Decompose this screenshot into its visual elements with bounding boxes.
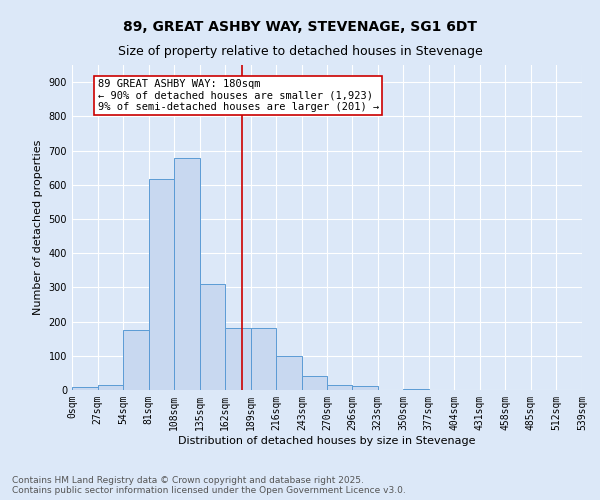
Bar [200, 284, 225, 390]
Bar [225, 328, 251, 390]
Bar [403, 388, 429, 390]
Bar [352, 386, 377, 390]
Bar [251, 328, 277, 390]
Bar [123, 330, 149, 390]
Text: Contains HM Land Registry data © Crown copyright and database right 2025.
Contai: Contains HM Land Registry data © Crown c… [12, 476, 406, 495]
Bar [328, 385, 352, 390]
Bar [72, 388, 98, 390]
Bar [277, 356, 302, 390]
Text: Size of property relative to detached houses in Stevenage: Size of property relative to detached ho… [118, 45, 482, 58]
Text: 89 GREAT ASHBY WAY: 180sqm
← 90% of detached houses are smaller (1,923)
9% of se: 89 GREAT ASHBY WAY: 180sqm ← 90% of deta… [98, 78, 379, 112]
Bar [302, 376, 328, 390]
Bar [149, 178, 174, 390]
Bar [98, 385, 123, 390]
Y-axis label: Number of detached properties: Number of detached properties [33, 140, 43, 315]
Text: 89, GREAT ASHBY WAY, STEVENAGE, SG1 6DT: 89, GREAT ASHBY WAY, STEVENAGE, SG1 6DT [123, 20, 477, 34]
X-axis label: Distribution of detached houses by size in Stevenage: Distribution of detached houses by size … [178, 436, 476, 446]
Bar [174, 158, 200, 390]
